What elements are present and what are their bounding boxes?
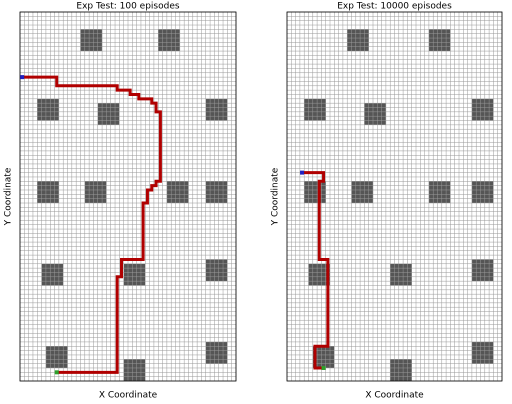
obstacle <box>364 103 386 125</box>
agent-path <box>302 171 330 370</box>
obstacle <box>205 181 228 204</box>
obstacle <box>471 98 494 121</box>
obstacle <box>41 263 64 286</box>
end-marker <box>54 370 59 375</box>
obstacle <box>390 359 412 381</box>
obstacle <box>428 29 451 52</box>
obstacle <box>97 103 120 125</box>
chart-title: Exp Test: 100 episodes <box>76 2 179 12</box>
obstacle <box>308 263 330 286</box>
obstacle <box>471 181 494 204</box>
chart-title: Exp Test: 10000 episodes <box>337 2 452 12</box>
obstacle <box>158 29 180 52</box>
obstacle <box>390 263 412 286</box>
obstacle <box>304 181 326 204</box>
obstacle <box>123 263 146 286</box>
x-axis-label: X Coordinate <box>365 391 424 401</box>
obstacle <box>205 341 228 364</box>
obstacle <box>166 181 189 204</box>
obstacle <box>37 98 59 121</box>
obstacle <box>304 98 326 121</box>
agent-path <box>22 75 162 374</box>
y-axis-label: Y Coordinate <box>4 167 14 226</box>
obstacle <box>205 98 228 121</box>
obstacle <box>205 259 228 282</box>
obstacle <box>347 29 369 52</box>
plot-frame <box>286 11 503 382</box>
start-marker <box>300 170 305 175</box>
plot-frame <box>19 11 237 382</box>
obstacle <box>471 259 494 282</box>
obstacle <box>471 341 494 364</box>
end-marker <box>321 365 326 370</box>
obstacle <box>80 29 103 52</box>
obstacle <box>123 359 146 381</box>
obstacle <box>37 181 59 204</box>
start-marker <box>20 75 25 80</box>
y-axis-label: Y Coordinate <box>271 167 281 226</box>
obstacle <box>45 346 68 368</box>
obstacle <box>312 346 335 368</box>
obstacle <box>84 181 107 204</box>
obstacle <box>428 181 451 204</box>
obstacle <box>351 181 373 204</box>
x-axis-label: X Coordinate <box>99 391 158 401</box>
